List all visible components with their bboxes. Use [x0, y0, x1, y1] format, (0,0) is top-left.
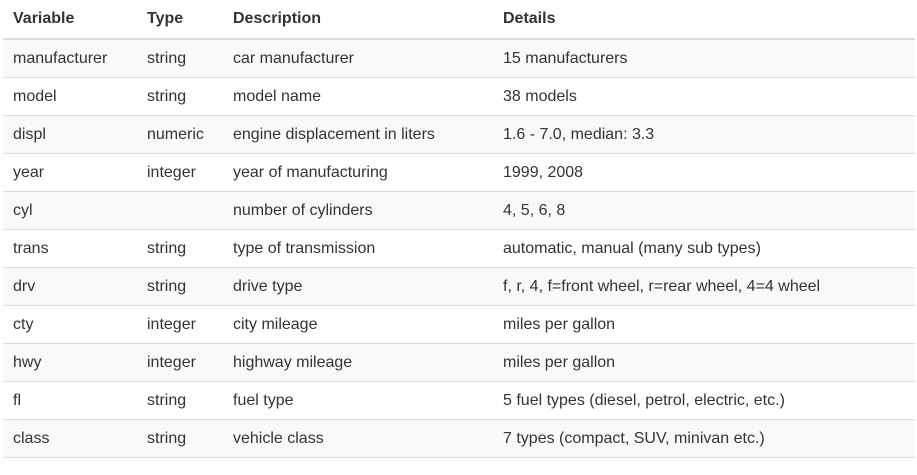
cell-details: 1.6 - 7.0, median: 3.3 [493, 115, 915, 154]
table-row: manufacturer string car manufacturer 15 man… [3, 38, 915, 78]
cell-type: string [137, 419, 223, 458]
cell-type: numeric [137, 115, 223, 154]
cell-details: automatic, manual (many sub types) [493, 229, 915, 268]
cell-details: 15 manufacturers [493, 38, 915, 78]
cell-details: miles per gallon [493, 305, 915, 344]
cell-description: engine displacement in liters [223, 115, 493, 154]
cell-variable: trans [3, 229, 137, 268]
cell-description: drive type [223, 267, 493, 306]
cell-description: type of transmission [223, 229, 493, 268]
header-variable: Variable [3, 0, 137, 40]
cell-description: highway mileage [223, 343, 493, 382]
cell-type: string [137, 381, 223, 420]
table-row: cty integer city mileage miles per gallon [3, 305, 915, 344]
cell-type: integer [137, 343, 223, 382]
cell-type: string [137, 38, 223, 78]
table-row: fl string fuel type 5 fuel types (diesel, p… [3, 381, 915, 420]
header-row: Variable Type Description Details [3, 0, 915, 40]
header-type: Type [137, 0, 223, 40]
cell-variable: drv [3, 267, 137, 306]
cell-variable: cty [3, 305, 137, 344]
cell-variable: cyl [3, 191, 137, 230]
cell-details: miles per gallon [493, 343, 915, 382]
cell-variable: displ [3, 115, 137, 154]
cell-details: 38 models [493, 77, 915, 116]
cell-type: string [137, 229, 223, 268]
cell-type: integer [137, 153, 223, 192]
cell-variable: hwy [3, 343, 137, 382]
cell-description: model name [223, 77, 493, 116]
cell-description: number of cylinders [223, 191, 493, 230]
table-header: Variable Type Description Details [3, 0, 915, 40]
cell-type: integer [137, 305, 223, 344]
header-details: Details [493, 0, 915, 40]
table-row: hwy integer highway mileage miles per gallo… [3, 343, 915, 382]
cell-type: string [137, 77, 223, 116]
cell-variable: model [3, 77, 137, 116]
cell-type [137, 191, 223, 230]
cell-description: vehicle class [223, 419, 493, 458]
table-row: year integer year of manufacturing 1999, 20… [3, 153, 915, 192]
cell-description: car manufacturer [223, 38, 493, 78]
cell-variable: fl [3, 381, 137, 420]
cell-variable: manufacturer [3, 38, 137, 78]
cell-details: 5 fuel types (diesel, petrol, electric, … [493, 381, 915, 420]
table-body: manufacturer string car manufacturer 15 man… [3, 38, 915, 458]
header-description: Description [223, 0, 493, 40]
variables-table: Variable Type Description Details manufa… [3, 0, 915, 458]
table-row: drv string drive type f, r, 4, f=front whee… [3, 267, 915, 306]
cell-variable: class [3, 419, 137, 458]
cell-details: 7 types (compact, SUV, minivan etc.) [493, 419, 915, 458]
cell-type: string [137, 267, 223, 306]
cell-description: city mileage [223, 305, 493, 344]
table-row: trans string type of transmission automatic… [3, 229, 915, 268]
cell-details: 1999, 2008 [493, 153, 915, 192]
table-row: class string vehicle class 7 types (compact… [3, 419, 915, 458]
table-row: displ numeric engine displacement in liter… [3, 115, 915, 154]
table-row: model string model name 38 models [3, 77, 915, 116]
cell-description: year of manufacturing [223, 153, 493, 192]
cell-variable: year [3, 153, 137, 192]
cell-details: f, r, 4, f=front wheel, r=rear wheel, 4=… [493, 267, 915, 306]
cell-details: 4, 5, 6, 8 [493, 191, 915, 230]
table-row: cyl number of cylinders 4, 5, 6, 8 [3, 191, 915, 230]
cell-description: fuel type [223, 381, 493, 420]
